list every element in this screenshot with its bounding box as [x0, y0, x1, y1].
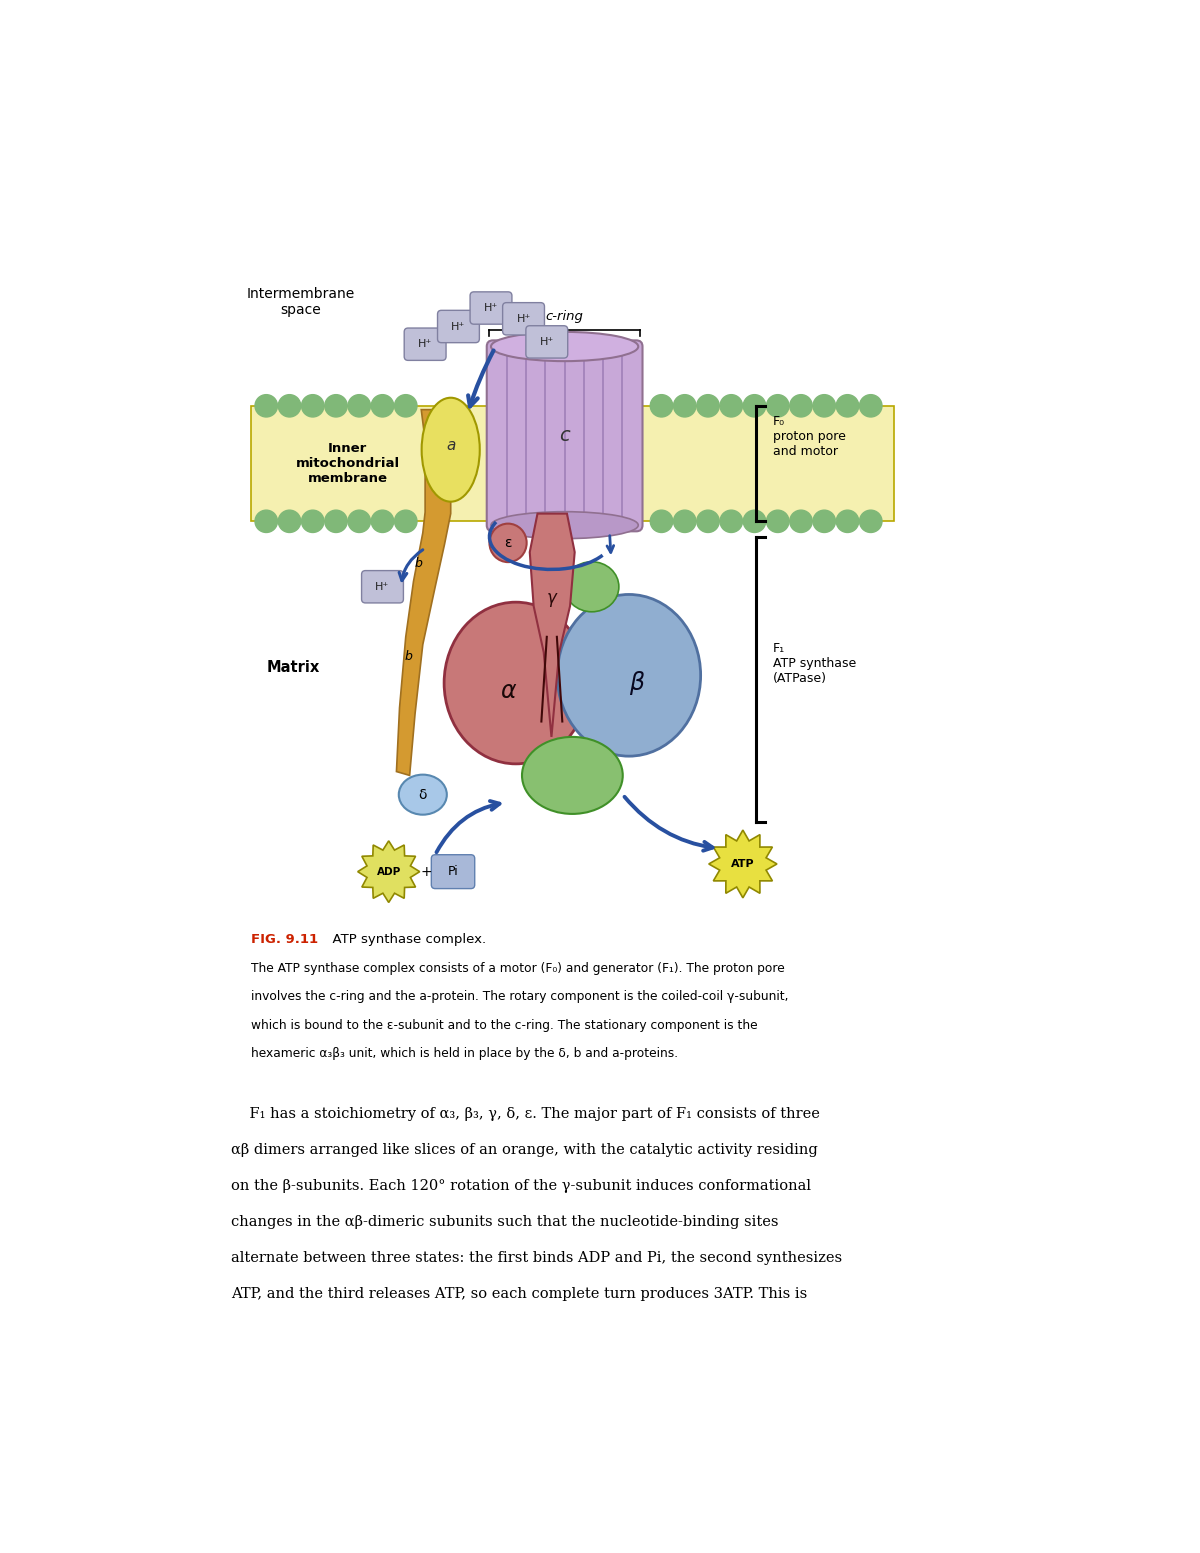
Circle shape — [650, 394, 673, 416]
Circle shape — [859, 394, 882, 416]
Text: on the β-subunits. Each 120° rotation of the γ-subunit induces conformational: on the β-subunits. Each 120° rotation of… — [232, 1179, 811, 1193]
FancyBboxPatch shape — [438, 311, 479, 343]
Circle shape — [325, 394, 347, 416]
Circle shape — [697, 394, 719, 416]
Circle shape — [278, 509, 301, 533]
Text: c-ring: c-ring — [546, 311, 583, 323]
Bar — [251, 405, 894, 522]
Circle shape — [814, 394, 835, 416]
Text: H⁺: H⁺ — [540, 337, 554, 346]
Text: ATP, and the third releases ATP, so each complete turn produces 3ATP. This is: ATP, and the third releases ATP, so each… — [232, 1287, 808, 1301]
Circle shape — [256, 394, 277, 416]
Circle shape — [859, 509, 882, 533]
Text: Inner
mitochondrial
membrane: Inner mitochondrial membrane — [295, 443, 400, 485]
Ellipse shape — [565, 562, 619, 612]
Text: Intermembrane
space: Intermembrane space — [247, 287, 355, 317]
Circle shape — [673, 394, 696, 416]
Polygon shape — [396, 410, 451, 775]
Text: changes in the αβ-dimeric subunits such that the nucleotide-binding sites: changes in the αβ-dimeric subunits such … — [232, 1214, 779, 1228]
Text: H⁺: H⁺ — [418, 339, 432, 349]
Circle shape — [720, 394, 743, 416]
Text: β: β — [629, 671, 644, 696]
FancyBboxPatch shape — [431, 854, 475, 888]
Ellipse shape — [490, 523, 527, 562]
Circle shape — [767, 394, 788, 416]
Circle shape — [278, 394, 301, 416]
Text: H⁺: H⁺ — [451, 321, 466, 331]
Circle shape — [767, 509, 788, 533]
Circle shape — [395, 394, 416, 416]
Text: F₁
ATP synthase
(ATPase): F₁ ATP synthase (ATPase) — [773, 643, 857, 685]
Text: ADP: ADP — [377, 867, 401, 876]
Circle shape — [814, 509, 835, 533]
Ellipse shape — [522, 738, 623, 814]
Text: a: a — [446, 438, 455, 453]
Text: involves the c-ring and the a-protein. The rotary component is the coiled-coil γ: involves the c-ring and the a-protein. T… — [251, 991, 788, 1003]
Polygon shape — [709, 831, 776, 898]
Circle shape — [836, 509, 859, 533]
Ellipse shape — [557, 595, 701, 756]
FancyBboxPatch shape — [361, 570, 403, 603]
Text: H⁺: H⁺ — [376, 582, 390, 592]
Text: b: b — [404, 649, 413, 663]
Text: alternate between three states: the first binds ADP and Pi, the second synthesiz: alternate between three states: the firs… — [232, 1252, 842, 1266]
Text: H⁺: H⁺ — [484, 303, 498, 314]
Ellipse shape — [444, 603, 588, 764]
Text: +: + — [420, 865, 432, 879]
Text: γ: γ — [546, 589, 557, 607]
Text: b: b — [414, 558, 422, 570]
Circle shape — [743, 509, 766, 533]
Circle shape — [697, 509, 719, 533]
Polygon shape — [529, 514, 575, 738]
FancyBboxPatch shape — [470, 292, 512, 325]
Text: ATP: ATP — [731, 859, 755, 870]
Text: hexameric α₃β₃ unit, which is held in place by the δ, b and a-proteins.: hexameric α₃β₃ unit, which is held in pl… — [251, 1047, 678, 1061]
Text: The ATP synthase complex consists of a motor (F₀) and generator (F₁). The proton: The ATP synthase complex consists of a m… — [251, 961, 785, 975]
Text: F₀
proton pore
and motor: F₀ proton pore and motor — [773, 415, 846, 458]
Circle shape — [256, 509, 277, 533]
Circle shape — [395, 509, 416, 533]
Circle shape — [673, 509, 696, 533]
Text: H⁺: H⁺ — [516, 314, 530, 323]
Circle shape — [720, 509, 743, 533]
Circle shape — [348, 394, 371, 416]
Text: FIG. 9.11: FIG. 9.11 — [251, 933, 318, 946]
Circle shape — [371, 509, 394, 533]
Ellipse shape — [491, 332, 638, 362]
Circle shape — [301, 509, 324, 533]
FancyBboxPatch shape — [487, 340, 642, 531]
Circle shape — [371, 394, 394, 416]
Text: c: c — [559, 427, 570, 446]
Circle shape — [348, 509, 371, 533]
Circle shape — [301, 394, 324, 416]
Text: ATP synthase complex.: ATP synthase complex. — [324, 933, 486, 946]
Ellipse shape — [421, 398, 480, 502]
Polygon shape — [358, 840, 420, 902]
Text: F₁ has a stoichiometry of α₃, β₃, γ, δ, ε. The major part of F₁ consists of thre: F₁ has a stoichiometry of α₃, β₃, γ, δ, … — [232, 1106, 821, 1121]
Text: αβ dimers arranged like slices of an orange, with the catalytic activity residin: αβ dimers arranged like slices of an ora… — [232, 1143, 818, 1157]
Circle shape — [743, 394, 766, 416]
Circle shape — [325, 509, 347, 533]
FancyBboxPatch shape — [404, 328, 446, 360]
Ellipse shape — [398, 775, 446, 815]
Text: ε: ε — [504, 536, 512, 550]
Circle shape — [790, 509, 812, 533]
Text: which is bound to the ε-subunit and to the c-ring. The stationary component is t: which is bound to the ε-subunit and to t… — [251, 1019, 757, 1031]
Text: Pi: Pi — [448, 865, 458, 877]
Circle shape — [790, 394, 812, 416]
FancyBboxPatch shape — [526, 326, 568, 359]
Ellipse shape — [491, 511, 638, 539]
Text: α: α — [500, 679, 516, 702]
Circle shape — [836, 394, 859, 416]
Circle shape — [650, 509, 673, 533]
FancyBboxPatch shape — [503, 303, 545, 335]
Text: Matrix: Matrix — [266, 660, 320, 676]
Text: δ: δ — [419, 787, 427, 801]
